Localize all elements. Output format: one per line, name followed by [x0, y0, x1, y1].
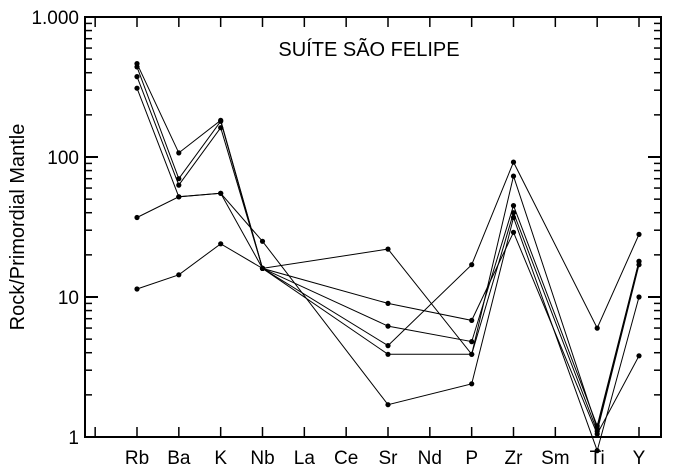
- data-point: [594, 425, 600, 432]
- data-point: [134, 64, 140, 70]
- y-tick-label: 100: [47, 148, 79, 169]
- data-point: [218, 241, 224, 247]
- x-category-label: P: [465, 448, 478, 469]
- x-category-label: Sm: [541, 448, 570, 469]
- data-point: [636, 258, 642, 264]
- x-axis-ticks: Rb Ba K Nb La Ce Sr Nd P Zr Sm Ti Y: [94, 17, 646, 469]
- y-tick-label: 1.000: [31, 8, 79, 29]
- data-point: [259, 265, 266, 271]
- data-point: [176, 182, 182, 188]
- x-category-label: Sr: [379, 448, 399, 469]
- series-line: [136, 192, 640, 436]
- data-point: [594, 325, 600, 331]
- data-point: [510, 214, 517, 221]
- data-point: [469, 381, 475, 387]
- data-point: [594, 431, 600, 437]
- data-point: [636, 294, 642, 300]
- data-point: [469, 339, 475, 345]
- data-point: [259, 238, 266, 244]
- x-category-label: Nb: [250, 448, 274, 469]
- x-category-label: Nd: [418, 448, 442, 469]
- data-point: [469, 317, 475, 323]
- x-category-label: Rb: [125, 448, 149, 469]
- data-point: [469, 262, 475, 268]
- x-category-label: Ba: [167, 448, 191, 469]
- x-category-label: Ti: [590, 448, 605, 469]
- data-point: [385, 343, 391, 349]
- data-point: [385, 323, 391, 329]
- series-line: [136, 76, 640, 433]
- data-point: [134, 85, 140, 91]
- data-point: [134, 74, 140, 80]
- data-point: [218, 190, 224, 196]
- y-tick-label: 1: [68, 428, 79, 449]
- data-point: [385, 246, 391, 252]
- x-category-label: La: [294, 448, 316, 469]
- x-category-label: K: [214, 448, 227, 469]
- x-category-label: Zr: [505, 448, 524, 469]
- data-point: [469, 351, 475, 357]
- data-point: [385, 300, 391, 306]
- data-point: [636, 353, 642, 359]
- data-point: [176, 272, 182, 278]
- data-point: [218, 125, 224, 131]
- chart-title: SUÍTE SÃO FELIPE: [278, 37, 459, 61]
- data-point: [510, 159, 517, 165]
- data-point: [510, 229, 517, 235]
- data-point: [510, 173, 517, 179]
- plot-frame: [84, 16, 662, 438]
- series-layer: [134, 61, 642, 454]
- y-axis-title: Rock/Primordial Mantle: [7, 124, 29, 331]
- data-point: [134, 214, 140, 221]
- data-point: [176, 176, 182, 182]
- data-point: [636, 231, 642, 237]
- data-point: [385, 351, 391, 357]
- x-category-label: Ce: [334, 448, 358, 469]
- y-tick-label: 10: [58, 288, 79, 309]
- data-point: [176, 194, 182, 200]
- data-point: [385, 402, 391, 408]
- x-category-label: Y: [633, 448, 646, 469]
- data-point: [510, 210, 517, 216]
- data-point: [218, 118, 224, 124]
- series-line: [136, 88, 640, 453]
- data-point: [176, 150, 182, 156]
- data-point: [594, 448, 600, 454]
- series-line: [136, 66, 640, 428]
- data-point: [134, 286, 140, 292]
- y-axis-ticks: 1 10 100 1.000: [31, 8, 661, 449]
- data-point: [510, 203, 517, 209]
